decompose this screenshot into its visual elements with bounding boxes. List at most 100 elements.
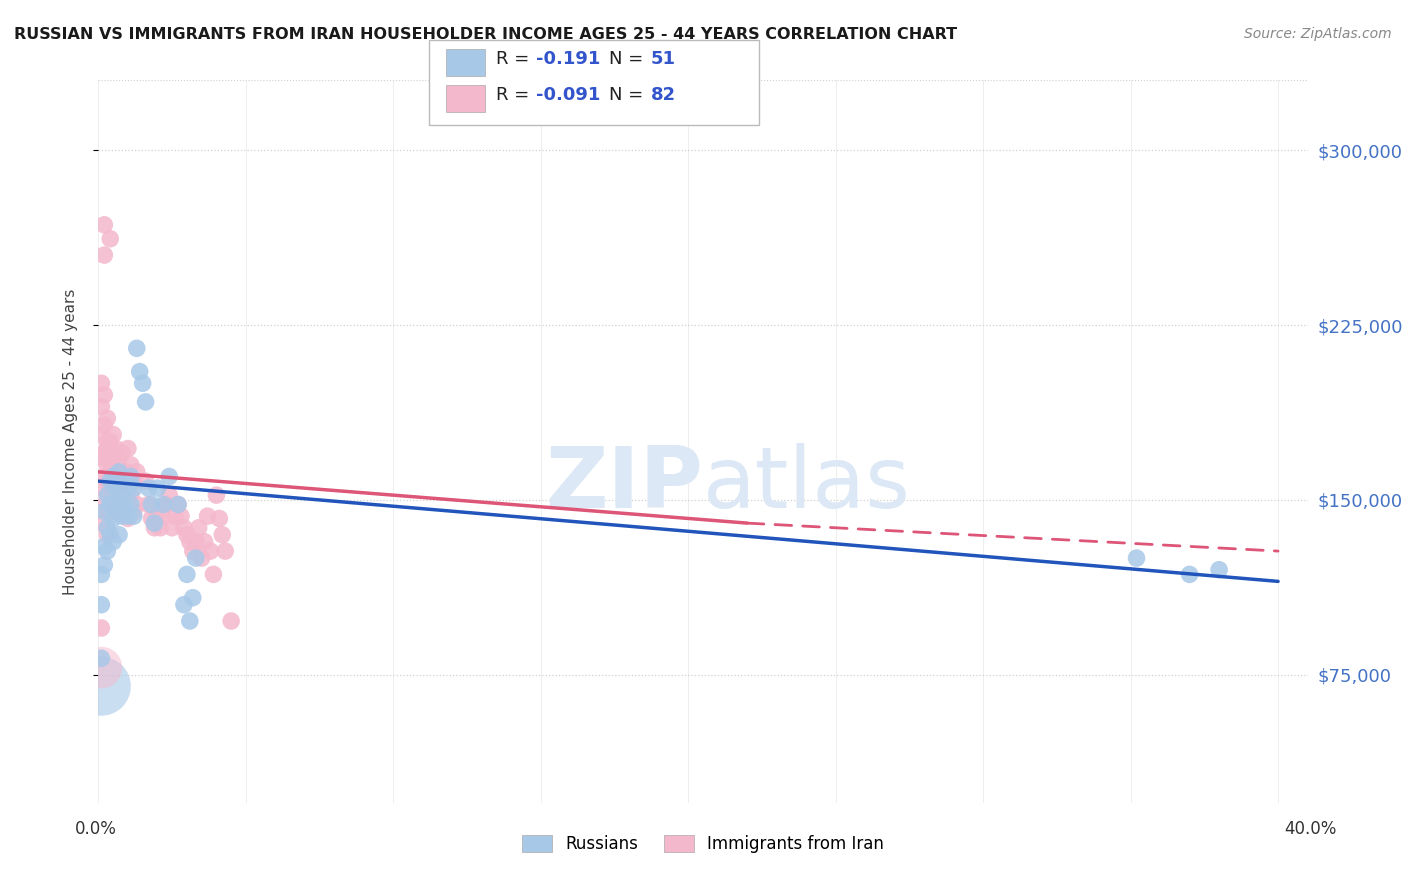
Point [101,534,124,549]
Point [90,567,112,582]
Point [1125,551,1147,566]
Point [93,558,115,572]
Point [96,504,118,518]
Point [93,218,115,232]
Point [105,442,128,456]
Point [105,474,128,488]
Point [122,509,145,524]
Point [98,504,121,518]
Point [108,498,131,512]
Point [96,474,118,488]
Point [117,442,139,456]
Y-axis label: Householder Income Ages 25 - 44 years: Householder Income Ages 25 - 44 years [63,288,77,595]
Point [93,469,115,483]
Point [96,442,118,456]
Point [117,509,139,524]
Point [90,621,112,635]
Point [214,544,236,558]
Point [96,458,118,472]
Point [96,434,118,449]
Point [93,418,115,433]
Point [111,488,134,502]
Text: 40.0%: 40.0% [1284,820,1337,838]
Legend: Russians, Immigrants from Iran: Russians, Immigrants from Iran [516,828,890,860]
Point [111,481,134,495]
Point [114,498,136,512]
Point [90,481,112,495]
Point [1208,563,1230,577]
Point [98,434,121,449]
Point [181,544,204,558]
Point [90,651,112,665]
Point [122,481,145,495]
Point [98,232,121,246]
Point [111,504,134,518]
Point [184,551,207,566]
Point [105,504,128,518]
Point [90,450,112,465]
Point [176,528,198,542]
Point [105,504,128,518]
Point [125,465,148,479]
Point [125,498,148,512]
Point [90,598,112,612]
Point [125,341,148,355]
Point [93,504,115,518]
Point [190,551,212,566]
Text: 0.0%: 0.0% [75,820,117,838]
Point [160,521,183,535]
Point [93,540,115,554]
Point [117,481,139,495]
Point [1178,567,1201,582]
Point [179,614,201,628]
Point [176,567,198,582]
Point [96,544,118,558]
Point [101,427,124,442]
Point [143,521,166,535]
Point [108,465,131,479]
Point [165,509,187,524]
Point [98,450,121,465]
Point [101,498,124,512]
Point [101,481,124,495]
Point [173,521,195,535]
Text: R =: R = [496,50,536,68]
Point [135,474,157,488]
Point [200,544,222,558]
Point [157,469,180,483]
Point [211,528,233,542]
Point [114,465,136,479]
Point [93,498,115,512]
Point [152,509,174,524]
Point [131,376,153,391]
Point [96,521,118,535]
Point [101,511,124,525]
Point [101,469,124,483]
Point [111,446,134,460]
Point [101,450,124,465]
Text: 51: 51 [651,50,676,68]
Point [98,474,121,488]
Point [167,498,190,512]
Point [179,534,201,549]
Point [96,528,118,542]
Point [120,458,142,472]
Point [90,427,112,442]
Text: ZIP: ZIP [546,443,703,526]
Text: N =: N = [609,50,648,68]
Point [167,498,190,512]
Point [146,509,169,524]
Point [197,509,219,524]
Point [108,465,131,479]
Point [93,248,115,262]
Point [108,528,131,542]
Text: R =: R = [496,86,536,103]
Point [105,481,128,495]
Point [93,388,115,402]
Point [98,481,121,495]
Point [122,504,145,518]
Point [105,474,128,488]
Point [138,481,160,495]
Point [152,498,174,512]
Text: atlas: atlas [703,443,911,526]
